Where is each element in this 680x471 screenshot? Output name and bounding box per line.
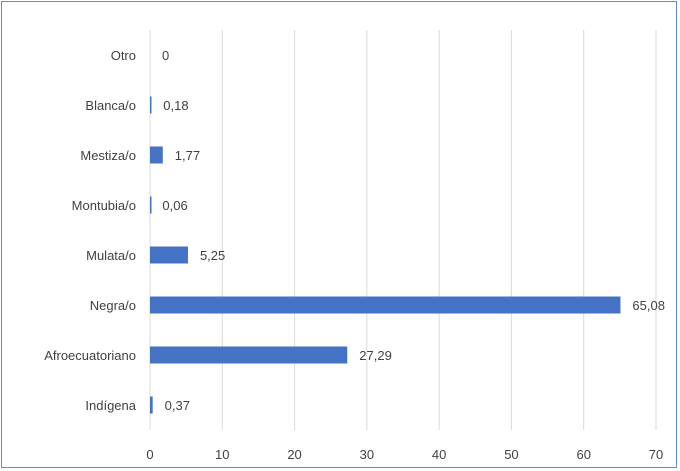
category-label: Montubia/o (72, 198, 136, 213)
data-label: 0,37 (165, 398, 190, 413)
category-label: Otro (111, 48, 136, 63)
x-tick-label: 20 (287, 447, 301, 462)
x-tick-label: 30 (360, 447, 374, 462)
category-label: Afroecuatoriano (44, 348, 136, 363)
bar-6 (150, 346, 348, 364)
bar-4 (150, 246, 188, 264)
data-label: 65,08 (632, 298, 665, 313)
x-tick-label: 0 (146, 447, 153, 462)
data-label: 0,18 (163, 98, 188, 113)
x-tick-label: 40 (432, 447, 446, 462)
bar-7 (150, 396, 153, 414)
bar-2 (150, 146, 163, 164)
bar-5 (150, 296, 621, 314)
bar-1 (150, 96, 152, 114)
x-tick-label: 60 (576, 447, 590, 462)
category-label: Indígena (85, 398, 136, 413)
category-label: Mulata/o (86, 248, 136, 263)
x-tick-label: 50 (504, 447, 518, 462)
x-tick-label: 70 (649, 447, 663, 462)
grid-lines (149, 30, 657, 430)
category-label: Mestiza/o (80, 148, 136, 163)
data-label: 27,29 (359, 348, 392, 363)
data-label: 0,06 (162, 198, 187, 213)
data-label: 1,77 (175, 148, 200, 163)
category-label: Negra/o (90, 298, 136, 313)
data-label: 0 (162, 48, 169, 63)
labels: 0 10 20 30 40 50 60 70 Otro 0 Blanca/o 0,18 Mestiza/… (44, 48, 665, 462)
x-tick-label: 10 (215, 447, 229, 462)
bar-3 (150, 196, 152, 214)
bars (150, 96, 621, 414)
category-label: Blanca/o (85, 98, 136, 113)
data-label: 5,25 (200, 248, 225, 263)
